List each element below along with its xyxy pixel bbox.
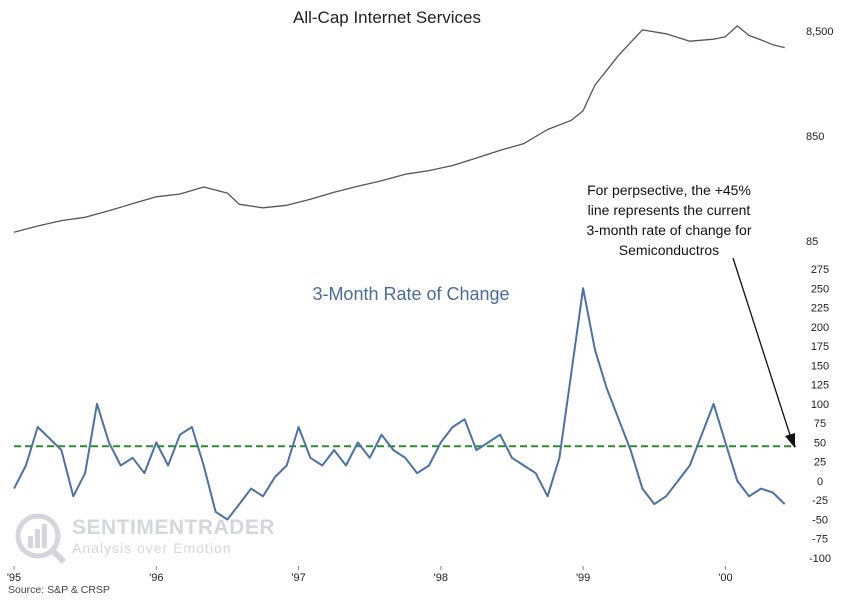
bottom-y-tick-label: -25 [812, 495, 828, 507]
annotation-line: line represents the current [587, 202, 751, 218]
bottom-y-tick-label: 225 [811, 303, 829, 315]
bottom-y-tick-label: -100 [809, 553, 831, 565]
bottom-chart-title: 3-Month Rate of Change [312, 284, 510, 304]
x-tick-label: '00 [718, 572, 732, 584]
bottom-series-line [13, 287, 786, 521]
bottom-y-tick-label: 125 [811, 380, 829, 392]
bottom-y-tick-label: 25 [814, 457, 826, 469]
annotation-text: For perpsective, the +45% line represent… [555, 180, 783, 260]
annotation-line: Semiconductros [618, 242, 720, 258]
top-y-tick-group: 85 850 8,500 [806, 26, 834, 248]
top-y-tick-label: 850 [806, 131, 824, 143]
top-y-tick-label: 85 [806, 236, 818, 248]
source-note: Source: S&P & CRSP [8, 584, 110, 596]
bottom-y-tick-label: 150 [811, 360, 829, 372]
x-tick-label: '96 [149, 572, 163, 584]
x-tick-label: '99 [576, 572, 590, 584]
annotation-line: 3-month rate of change for [586, 222, 752, 238]
top-y-tick-label: 8,500 [806, 26, 834, 38]
series-line-group [13, 25, 786, 521]
watermark-tagline: Analysis over Emotion [72, 540, 232, 556]
bottom-y-tick-label: 275 [811, 264, 829, 276]
bottom-y-tick-label: 75 [814, 418, 826, 430]
x-tick-label: '98 [434, 572, 448, 584]
x-tick-label: '95 [7, 572, 21, 584]
top-series-line [13, 25, 785, 233]
bottom-y-tick-label: 200 [811, 322, 829, 334]
x-tick-group: '95 '96 '97 '98 '99 '00 [7, 566, 733, 584]
annotation-line: For perpsective, the +45% [587, 182, 751, 198]
annotation-arrow-line [732, 257, 791, 436]
annotation-arrow-head [785, 433, 795, 448]
annotation-arrow-group [732, 257, 795, 448]
watermark-logo-icon [15, 513, 66, 564]
bottom-y-tick-label: 250 [811, 283, 829, 295]
top-chart-title: All-Cap Internet Services [292, 8, 482, 27]
bottom-y-tick-label: 100 [811, 399, 829, 411]
bottom-y-tick-label: -50 [812, 514, 828, 526]
watermark-brand: SENTIMENTRADER [72, 516, 276, 539]
x-tick-label: '97 [291, 572, 305, 584]
bottom-y-tick-label: -75 [812, 534, 828, 546]
bottom-y-tick-label: 50 [814, 437, 826, 449]
bottom-y-tick-group: -100 -75 -50 -25 0 25 50 75 100 125 150 175 200 225 25… [809, 264, 831, 565]
bottom-y-tick-label: 175 [811, 341, 829, 353]
bottom-y-tick-label: 0 [817, 476, 823, 488]
